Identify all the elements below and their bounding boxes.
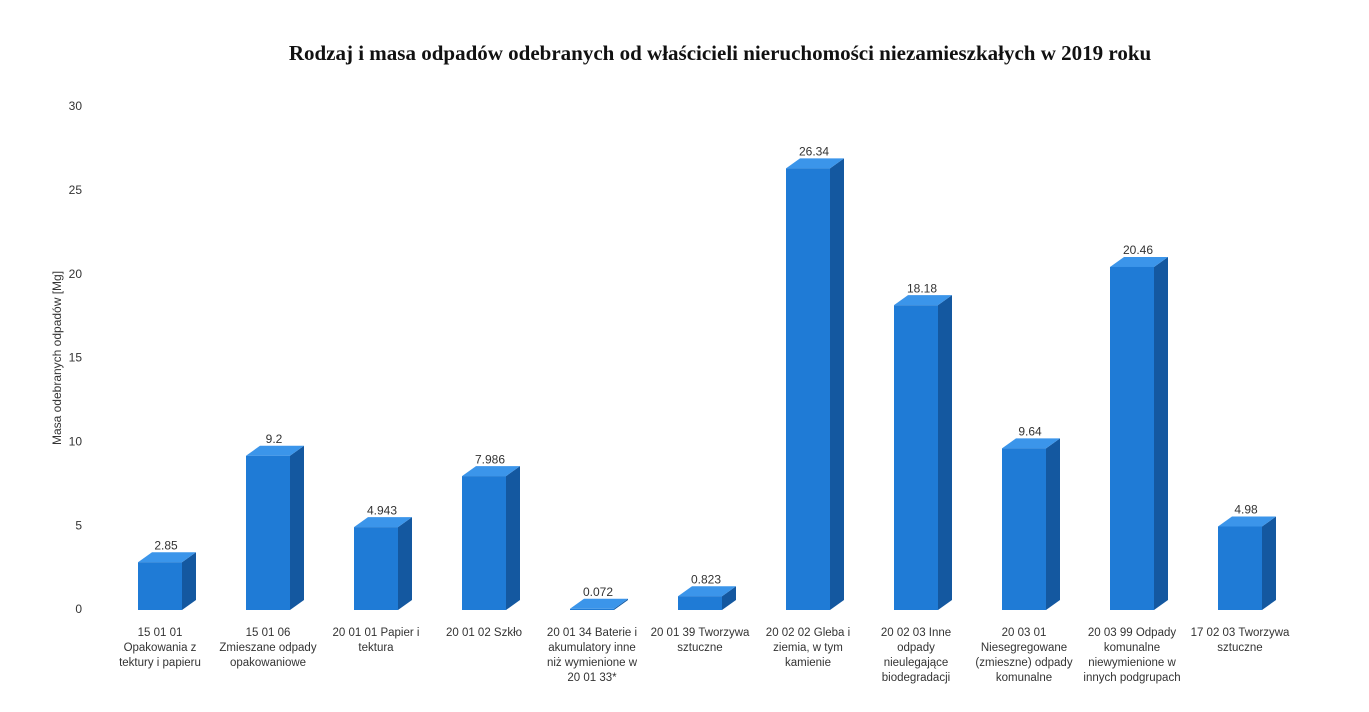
bar-top — [1110, 256, 1168, 267]
bar-top — [138, 552, 196, 563]
bar — [1218, 526, 1262, 610]
x-tick-label: 20 01 01 Papier i tektura — [332, 627, 420, 654]
value-label: 7.986 — [475, 452, 505, 466]
bar-side — [1262, 516, 1276, 610]
value-label: 9.2 — [266, 432, 283, 446]
bar-side — [1154, 256, 1168, 610]
bar — [246, 455, 290, 610]
bar — [138, 562, 182, 610]
y-tick-label: 20 — [69, 267, 83, 281]
bar-side — [1046, 438, 1060, 610]
x-tick-label: 17 02 03 Tworzywa sztuczne — [1190, 627, 1290, 654]
x-tick-label: 20 01 34 Baterie i akumulatory inne niż … — [546, 627, 638, 684]
value-label: 2.85 — [154, 538, 178, 552]
y-tick-label: 0 — [75, 602, 82, 616]
bar-side — [722, 586, 736, 610]
value-label: 4.943 — [367, 503, 397, 517]
bar-top — [354, 517, 412, 528]
bar — [570, 608, 614, 610]
value-label: 26.34 — [799, 145, 829, 159]
bar-side — [398, 517, 412, 610]
value-label: 20.46 — [1123, 243, 1153, 257]
y-tick-label: 25 — [69, 183, 83, 197]
chart-title: Rodzaj i masa odpadów odebranych od właś… — [289, 41, 1152, 65]
value-label: 18.18 — [907, 281, 937, 295]
y-tick-label: 5 — [75, 518, 82, 532]
bar-top — [1002, 438, 1060, 449]
x-tick-label: 20 01 02 Szkło — [445, 627, 523, 639]
value-label: 0.072 — [583, 585, 613, 599]
bar — [894, 305, 938, 610]
value-label: 4.98 — [1234, 503, 1258, 517]
bar-side — [182, 552, 196, 610]
bar-top — [786, 158, 844, 169]
bar — [354, 527, 398, 610]
value-label: 0.823 — [691, 572, 721, 586]
y-axis-title: Masa odebranych odpadów [Mg] — [50, 271, 64, 445]
bar-side — [938, 295, 952, 610]
bar — [462, 476, 506, 610]
bar-side — [614, 598, 628, 610]
bar-side — [506, 466, 520, 610]
x-tick-label: 20 02 02 Gleba i ziemia, w tym kamienie — [765, 627, 851, 669]
bar — [678, 596, 722, 610]
bar-top — [246, 445, 304, 456]
x-tick-label: 20 01 39 Tworzywa sztuczne — [650, 627, 750, 654]
bar-top — [894, 295, 952, 306]
y-tick-label: 15 — [69, 351, 83, 365]
y-tick-label: 10 — [69, 435, 83, 449]
bar-top — [1218, 516, 1276, 527]
bar — [1002, 448, 1046, 610]
bar-top — [678, 586, 736, 597]
x-tick-label: 20 03 01 Niesegregowane (zmieszne) odpad… — [975, 627, 1073, 684]
bar-side — [830, 158, 844, 610]
x-tick-label: 15 01 06 Zmieszane odpady opakowaniowe — [219, 627, 317, 669]
bar-top — [570, 598, 628, 609]
bar-top — [462, 466, 520, 477]
value-label: 9.64 — [1018, 425, 1042, 439]
bar-side — [290, 445, 304, 610]
x-tick-label: 15 01 01 Opakowania z tektury i papieru — [119, 627, 201, 669]
bar — [1110, 266, 1154, 610]
x-tick-label: 20 02 03 Inne odpady nieulegające biodeg… — [880, 627, 952, 684]
bar — [786, 168, 830, 610]
y-tick-label: 30 — [69, 99, 83, 113]
x-tick-label: 20 03 99 Odpady komunalne niewymienione … — [1083, 627, 1181, 684]
